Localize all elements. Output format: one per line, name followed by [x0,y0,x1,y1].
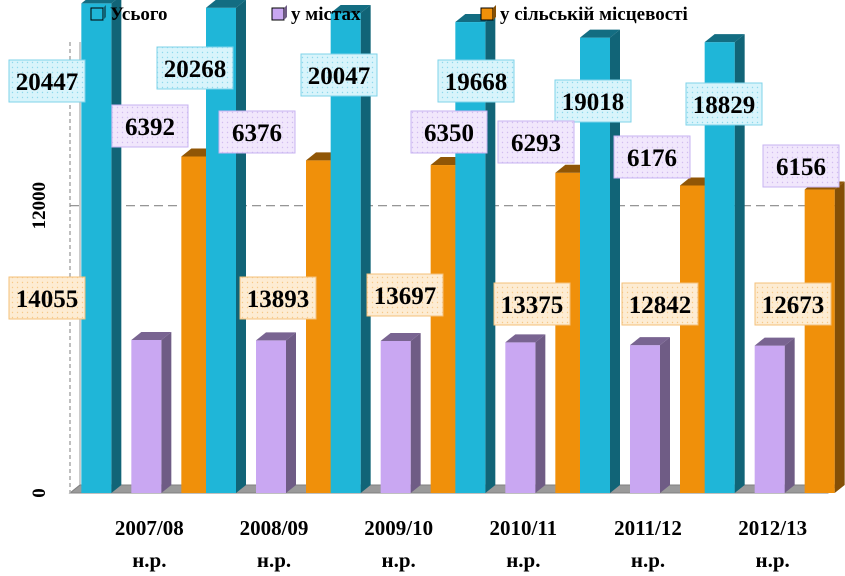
data-label: 6392 [111,104,189,148]
x-tick-label: н.р. [257,548,291,572]
data-label: 13375 [493,282,571,326]
data-label: 20047 [300,53,378,97]
x-tick-label: 2010/11 [489,516,557,540]
svg-text:13697: 13697 [374,283,437,310]
svg-text:6176: 6176 [627,145,677,172]
bar [630,337,670,493]
legend: Усього у містах у сільській місцевості [90,4,688,25]
y-tick-label: 12000 [29,182,50,230]
x-tick-label: 2011/12 [614,516,682,540]
data-label: 6350 [410,110,488,154]
svg-text:у сільській місцевості: у сільській місцевості [500,4,688,25]
svg-text:6293: 6293 [511,130,561,157]
svg-text:20268: 20268 [164,56,227,83]
data-labels-layer: 20447 20268 20047 19668 19018 18829 6392 6376 63… [8,46,840,326]
x-tick-label: 2008/09 [240,516,309,540]
legend-item: у сільській місцевості [480,4,688,25]
bar [505,334,546,493]
svg-text:6392: 6392 [125,114,175,141]
x-tick-label: н.р. [631,548,665,572]
x-tick-label: н.р. [756,548,790,572]
data-label: 6176 [613,135,691,179]
legend-item: Усього [90,4,168,25]
x-tick-label: 2012/13 [738,516,807,540]
svg-text:6376: 6376 [232,120,282,147]
bar [754,337,795,493]
x-tick-label: 2009/10 [364,516,433,540]
svg-text:18829: 18829 [693,92,756,119]
data-label: 12673 [754,282,832,326]
svg-text:19668: 19668 [445,69,508,96]
data-label: 13893 [239,276,317,320]
legend-item: у містах [271,4,361,25]
data-label: 20268 [156,46,234,90]
data-label: 6293 [497,120,575,164]
svg-text:6156: 6156 [776,154,826,181]
data-label: 13697 [366,273,444,317]
svg-text:13893: 13893 [247,286,310,313]
svg-text:Усього: Усього [110,4,168,25]
svg-text:19018: 19018 [562,89,625,116]
bar [131,331,172,493]
x-tick-label: н.р. [382,548,416,572]
y-tick-label: 0 [29,488,50,498]
svg-text:14055: 14055 [16,286,79,313]
data-label: 6156 [762,144,840,188]
axes-layer: 0 12000 2007/08 н.р. 2008/09 н.р. 2009/10 н.р. 2… [29,182,807,572]
data-label: 18829 [685,82,763,126]
x-tick-label: н.р. [132,548,166,572]
svg-text:12842: 12842 [629,292,692,319]
bar [256,332,296,493]
x-tick-label: н.р. [506,548,540,572]
data-label: 12842 [621,282,699,326]
data-label: 19668 [437,59,515,103]
bar [81,0,122,493]
svg-text:12673: 12673 [762,292,825,319]
bar [380,332,421,493]
bar [804,181,845,493]
svg-text:20447: 20447 [16,69,79,96]
data-label: 19018 [554,79,632,123]
data-label: 6376 [218,110,296,154]
svg-text:20047: 20047 [308,63,371,90]
x-tick-label: 2007/08 [115,516,184,540]
data-label: 14055 [8,276,86,320]
svg-text:13375: 13375 [501,292,564,319]
data-label: 20447 [8,59,86,103]
svg-text:у містах: у містах [291,4,361,25]
svg-text:6350: 6350 [424,120,474,147]
